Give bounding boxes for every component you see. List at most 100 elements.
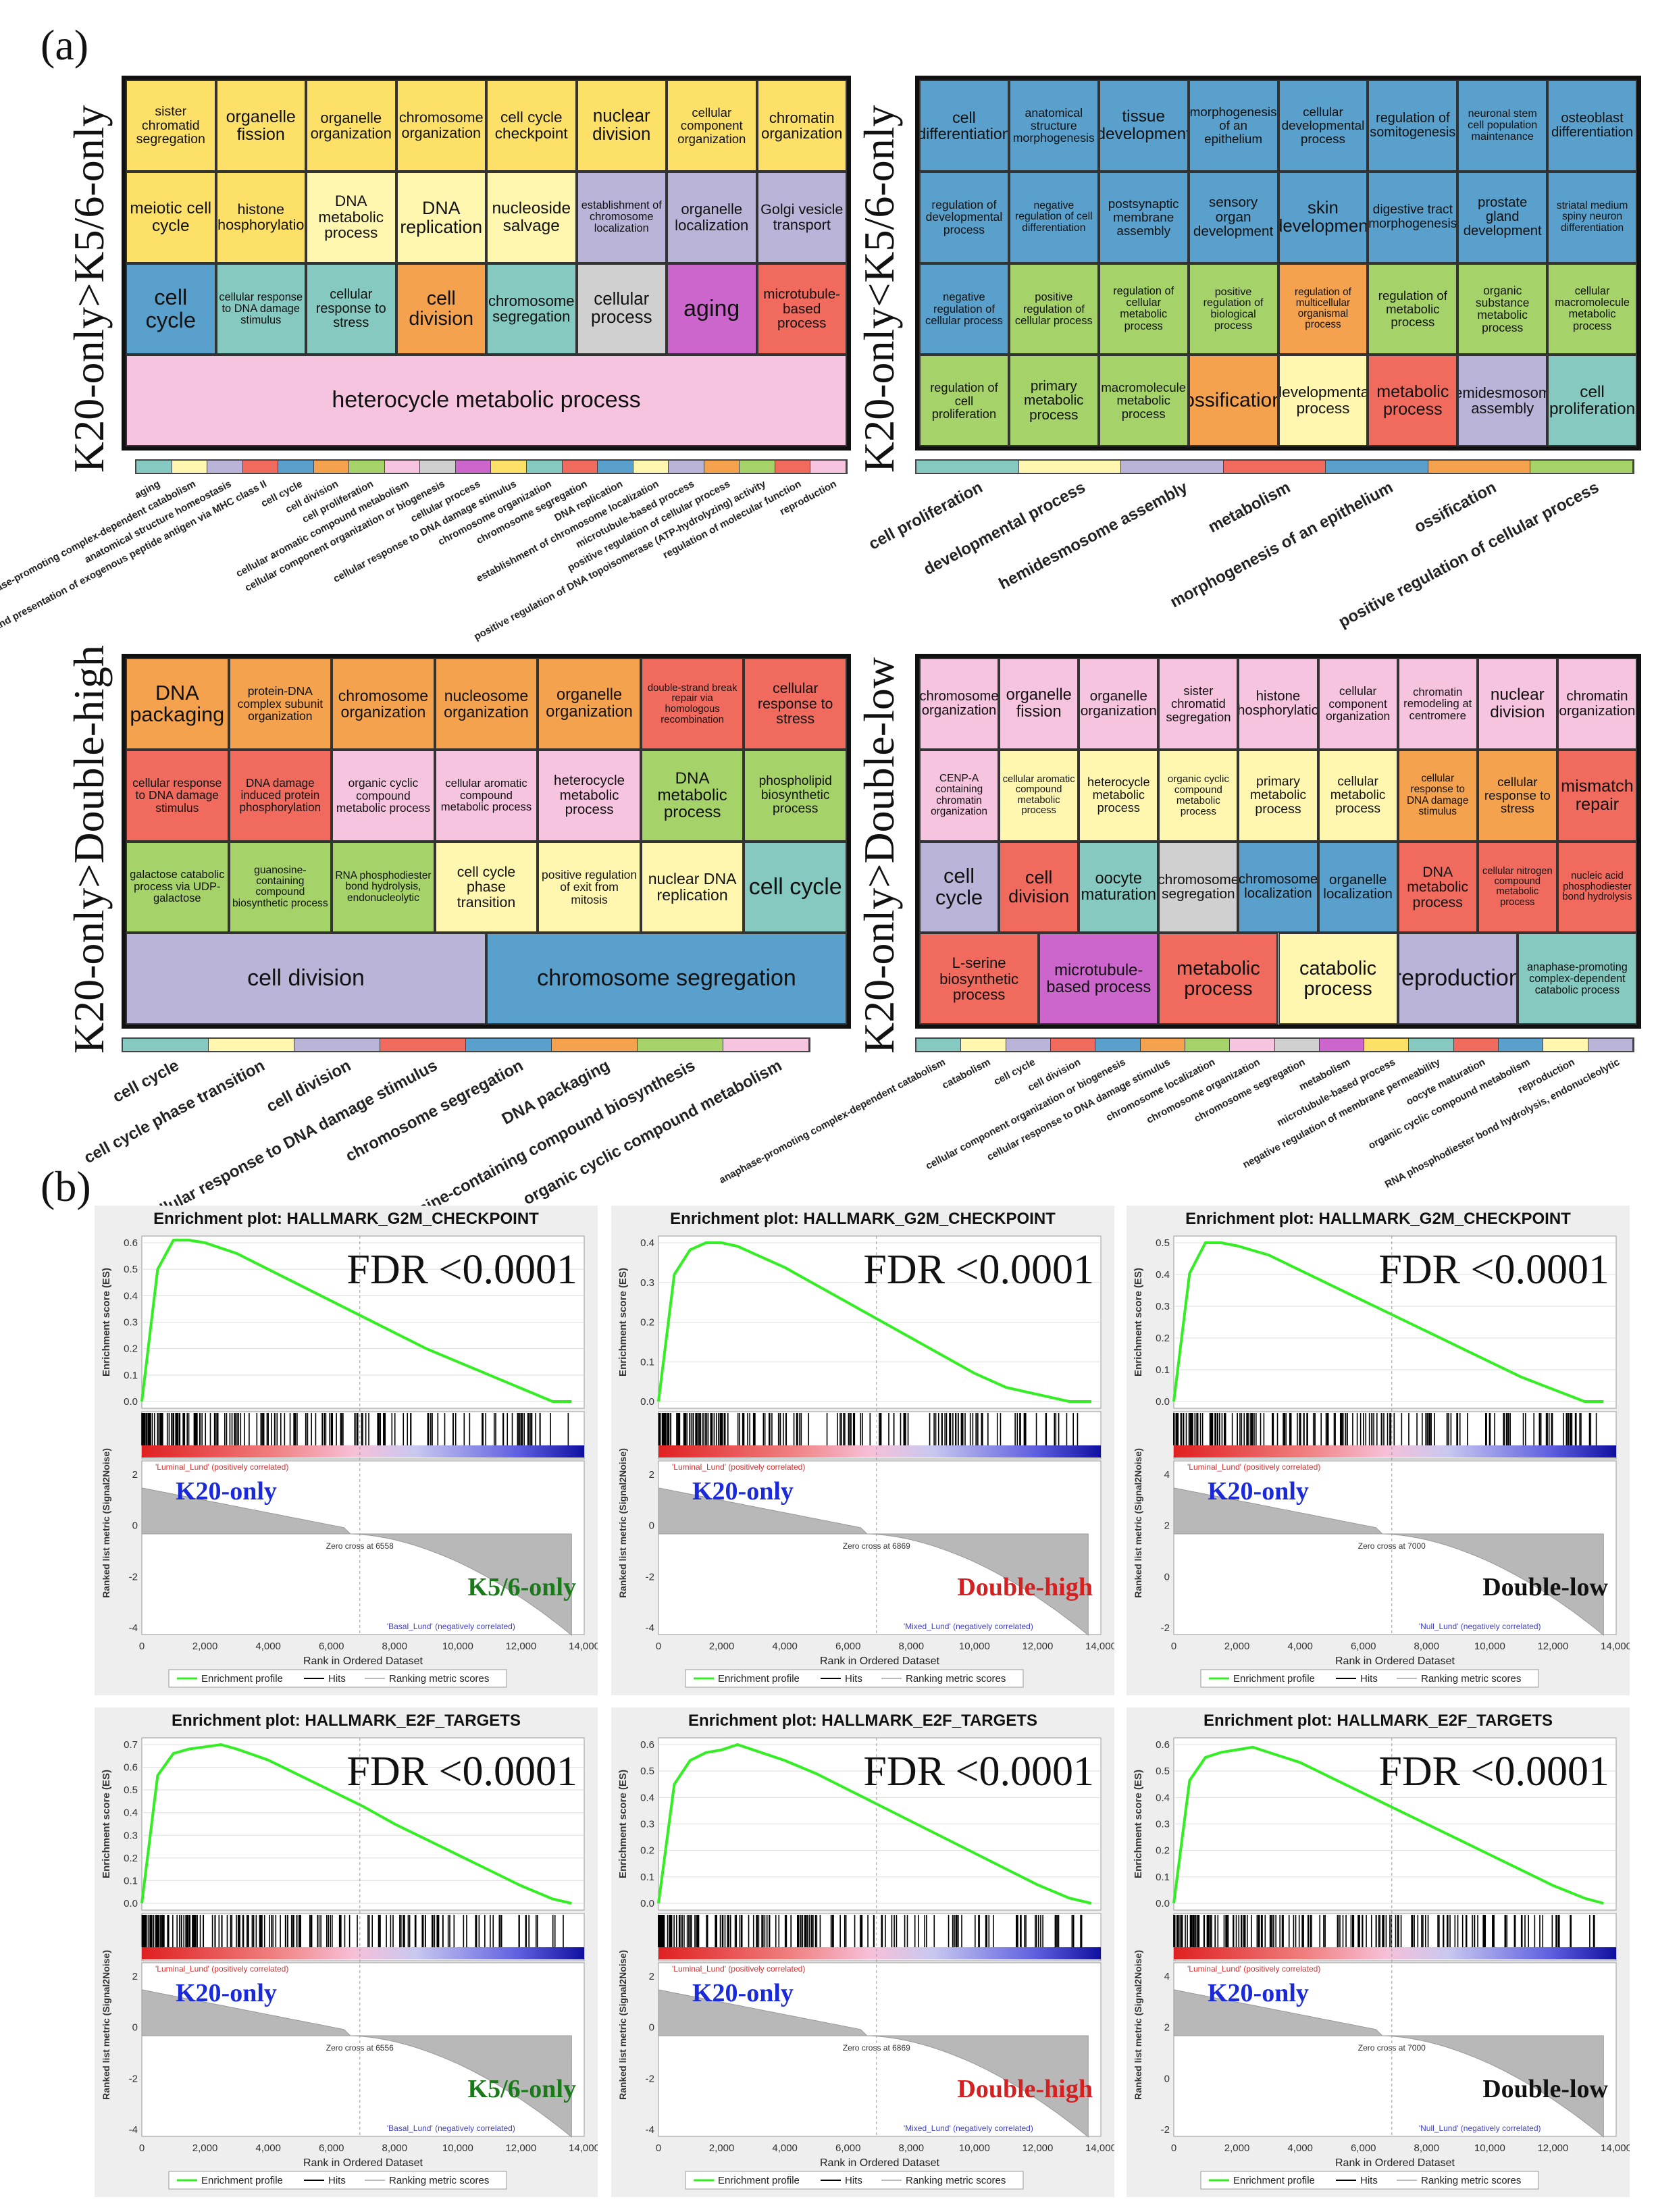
legend-swatch bbox=[136, 461, 172, 473]
comparison-group-label: Double-low bbox=[1482, 2075, 1608, 2103]
es-ytick-label: 0.1 bbox=[124, 1875, 138, 1886]
rank-ylabel: Ranked list metric (Signal2Noise) bbox=[1133, 1448, 1143, 1598]
legend-swatch bbox=[633, 461, 669, 473]
treemap-tile: primary metabolic process bbox=[1008, 355, 1099, 446]
treemap-tile: DNA metabolic process bbox=[640, 749, 744, 842]
treemap-legend-label: metabolism bbox=[1205, 478, 1294, 537]
legend-swatch bbox=[313, 461, 350, 473]
positive-class-label: 'Luminal_Lund' (positively correlated) bbox=[155, 1462, 288, 1472]
x-tick-label: 0 bbox=[656, 1641, 661, 1652]
treemap-tile: cellular nitrogen compound metabolic pro… bbox=[1477, 841, 1557, 933]
es-ytick-label: 0.1 bbox=[640, 1356, 654, 1368]
treemap-tile: galactose catabolic process via UDP-gala… bbox=[126, 841, 229, 933]
negative-class-label: 'Basal_Lund' (negatively correlated) bbox=[387, 1622, 515, 1631]
rank-ytick-label: 2 bbox=[132, 1971, 138, 1982]
legend-swatch bbox=[740, 461, 775, 473]
treemap-tile: nuclear division bbox=[576, 80, 667, 172]
x-tick-label: 14,000 bbox=[1601, 1641, 1630, 1652]
x-tick-label: 4,000 bbox=[772, 2142, 798, 2154]
zero-cross-label: Zero cross at 7000 bbox=[1358, 1541, 1426, 1551]
rank-ytick-label: 2 bbox=[132, 1469, 138, 1481]
treemap-legend-label: anaphase-promoting complex-dependent cat… bbox=[0, 478, 198, 608]
rank-color-bar bbox=[1174, 1445, 1616, 1458]
legend-swatch bbox=[1095, 1039, 1141, 1051]
treemap-legend-bar bbox=[915, 459, 1634, 474]
treemap-tile: sister chromatid segregation bbox=[126, 80, 216, 172]
fdr-label: FDR <0.0001 bbox=[346, 1247, 577, 1293]
treemap-tile: chromatin organization bbox=[756, 80, 847, 172]
es-ylabel: Enrichment score (ES) bbox=[617, 1268, 629, 1377]
comparison-group-label: Double-high bbox=[957, 2075, 1093, 2103]
treemap-tile: chromosome organization bbox=[919, 658, 1000, 750]
rank-ytick-label: -2 bbox=[646, 2073, 654, 2084]
x-tick-label: 2,000 bbox=[192, 1641, 218, 1652]
es-ytick-label: 0.0 bbox=[124, 1396, 138, 1408]
rank-ytick-label: -2 bbox=[646, 1571, 654, 1583]
treemap-tile: CENP-A containing chromatin organization bbox=[919, 749, 1000, 842]
legend-hits-label: Hits bbox=[845, 2175, 862, 2186]
treemap-comparison-label: K20-only>Double-high bbox=[65, 645, 113, 1054]
x-tick-label: 10,000 bbox=[442, 1641, 473, 1652]
legend-swatch bbox=[384, 461, 421, 473]
treemap-tile: digestive tract morphogenesis bbox=[1368, 171, 1458, 263]
treemap-tile: cellular response to DNA damage stimulus bbox=[1397, 749, 1478, 842]
gsea-title: Enrichment plot: HALLMARK_E2F_TARGETS bbox=[1204, 1712, 1553, 1730]
k20-only-label: K20-only bbox=[692, 1477, 794, 1506]
es-ytick-label: 0.5 bbox=[124, 1784, 138, 1796]
treemap-tile: double-strand break repair via homologou… bbox=[640, 658, 744, 750]
legend-swatch bbox=[1230, 1039, 1275, 1051]
fdr-label: FDR <0.0001 bbox=[863, 1749, 1094, 1795]
treemap-tile: RNA phosphodiester bond hydrolysis, endo… bbox=[332, 841, 435, 933]
x-tick-label: 2,000 bbox=[709, 2142, 735, 2154]
treemap-tile: cellular aromatic compound metabolic pro… bbox=[434, 749, 538, 842]
rank-ytick-label: -4 bbox=[646, 1622, 654, 1634]
legend-swatch bbox=[1121, 461, 1224, 473]
x-tick-label: 4,000 bbox=[1287, 1641, 1313, 1652]
es-ytick-label: 0.5 bbox=[640, 1766, 654, 1777]
treemap-tile: oocyte maturation bbox=[1079, 841, 1159, 933]
legend-ranking-label: Ranking metric scores bbox=[906, 2175, 1006, 2186]
fdr-label: FDR <0.0001 bbox=[863, 1247, 1094, 1293]
rank-ytick-label: -2 bbox=[129, 2073, 138, 2084]
legend-swatch bbox=[1274, 1039, 1320, 1051]
x-tick-label: 14,000 bbox=[569, 2142, 598, 2154]
rank-ytick-label: -4 bbox=[129, 2124, 138, 2136]
es-ytick-label: 0.2 bbox=[124, 1343, 138, 1355]
treemap-tile: cellular response to stress bbox=[306, 263, 396, 355]
gsea-svg: 0.6 0.5 0.4 0.3 0.2 0.1 0.0 Enrichment score (E… bbox=[617, 1737, 1114, 2190]
treemap-tile: nuclear division bbox=[1477, 658, 1557, 750]
rank-ytick-label: 0 bbox=[132, 1520, 138, 1532]
treemap-tile: positive regulation of cellular process bbox=[1008, 263, 1099, 355]
x-tick-label: 8,000 bbox=[382, 1641, 408, 1652]
gsea-title: Enrichment plot: HALLMARK_G2M_CHECKPOINT bbox=[1185, 1210, 1571, 1228]
treemap-tile: macromolecule metabolic process bbox=[1098, 355, 1189, 446]
treemap-tile: DNA replication bbox=[396, 171, 486, 263]
rank-color-bar bbox=[658, 1445, 1101, 1458]
treemap-tile: organelle organization bbox=[306, 80, 396, 172]
gsea-svg: 0.6 0.5 0.4 0.3 0.2 0.1 0.0 Enrichment score (E… bbox=[101, 1235, 598, 1688]
k20-only-label: K20-only bbox=[176, 1979, 277, 2007]
x-tick-label: 0 bbox=[139, 2142, 145, 2154]
legend-ranking-label: Ranking metric scores bbox=[1421, 2175, 1521, 2186]
legend-swatch bbox=[1409, 1039, 1454, 1051]
legend-swatch bbox=[491, 461, 527, 473]
treemap-tile: chromosome segregation bbox=[1158, 841, 1239, 933]
negative-class-label: 'Mixed_Lund' (negatively correlated) bbox=[904, 2124, 1033, 2133]
treemap-tile: protein-DNA complex subunit organization bbox=[228, 658, 332, 750]
legend-swatch bbox=[638, 1039, 723, 1051]
treemap-legend-label: ossification bbox=[1411, 478, 1499, 537]
x-tick-label: 0 bbox=[139, 1641, 145, 1652]
rank-ytick-label: 0 bbox=[649, 2022, 654, 2034]
legend-swatch bbox=[1018, 461, 1122, 473]
es-ytick-label: 0.1 bbox=[640, 1872, 654, 1883]
gsea-title: Enrichment plot: HALLMARK_E2F_TARGETS bbox=[688, 1712, 1037, 1730]
x-tick-label: 10,000 bbox=[959, 1641, 990, 1652]
zero-cross-label: Zero cross at 6869 bbox=[843, 2043, 910, 2053]
legend-profile-label: Enrichment profile bbox=[718, 2175, 800, 2186]
treemap-tile: cell division bbox=[396, 263, 486, 355]
treemap-tile: prostate gland development bbox=[1457, 171, 1548, 263]
treemap-tile: regulation of somitogenesis bbox=[1368, 80, 1458, 172]
gsea-svg: 0.5 0.4 0.3 0.2 0.1 0.0 Enrichment score (ES) 4… bbox=[1133, 1235, 1630, 1688]
legend-swatch bbox=[669, 461, 704, 473]
legend-swatch bbox=[1223, 461, 1326, 473]
